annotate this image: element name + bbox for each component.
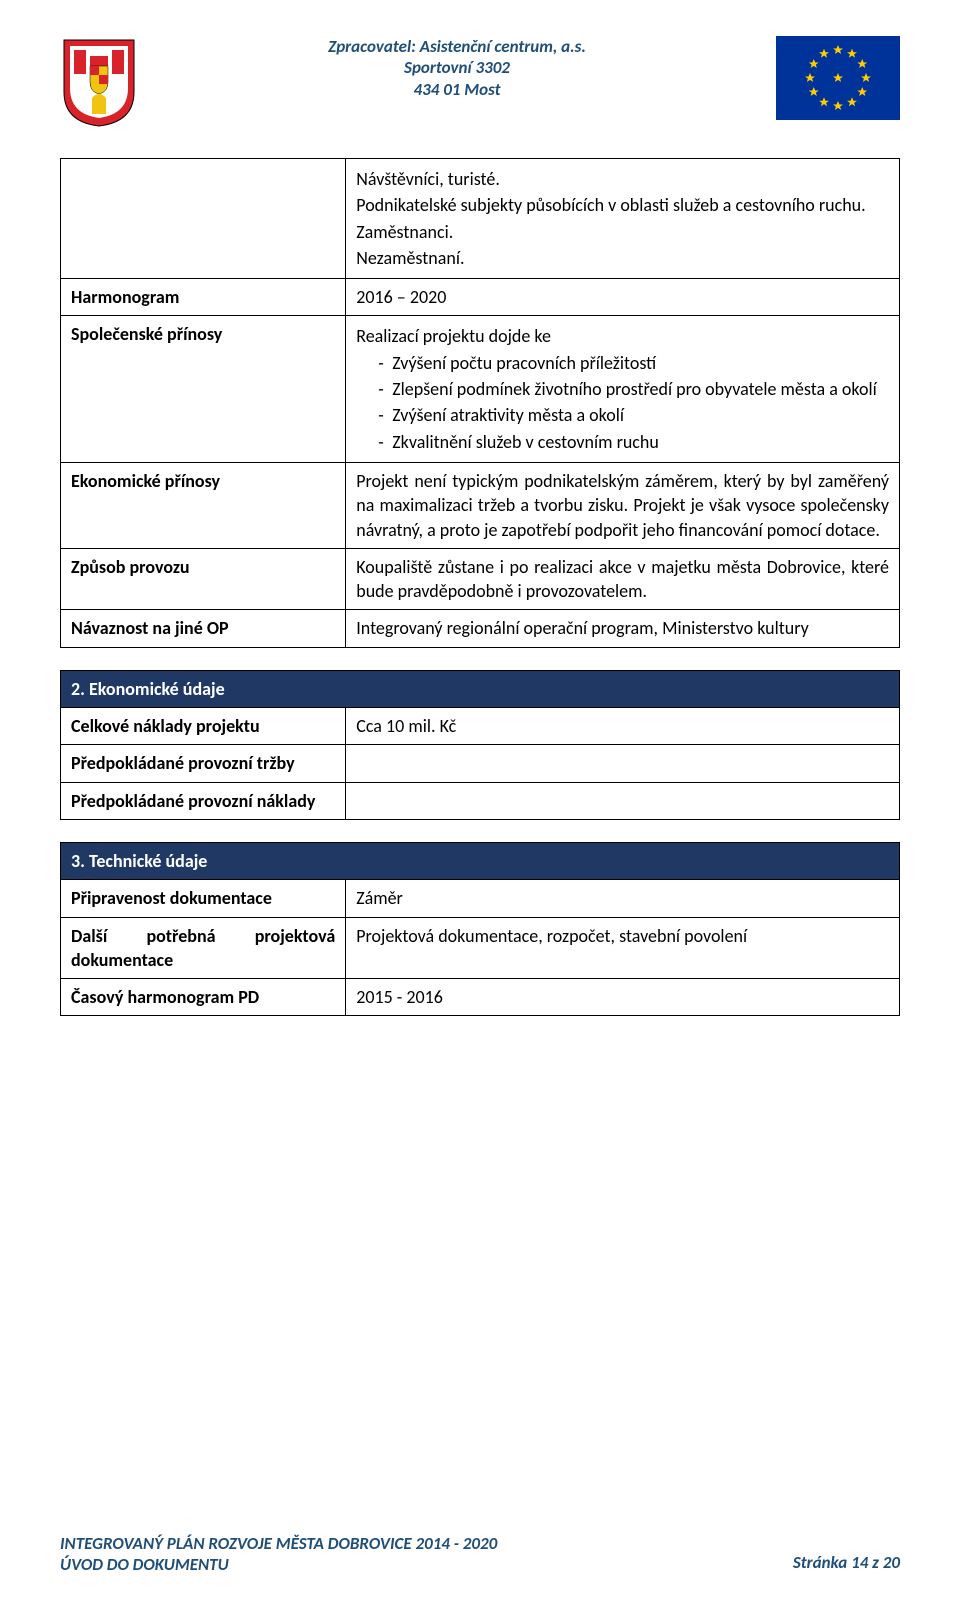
header-line1: Zpracovatel: Asistenční centrum, a.s. — [138, 36, 776, 57]
list-item: Zvýšení atraktivity města a okolí — [378, 403, 889, 427]
label-dalsi: Další potřebná projektová dokumentace — [61, 917, 346, 979]
value-naklady-total: Cca 10 mil. Kč — [346, 708, 900, 745]
table-row: Ekonomické přínosy Projekt není typickým… — [61, 462, 900, 548]
cell-label-empty — [61, 159, 346, 279]
section-title-technical: 3. Technické údaje — [61, 842, 900, 879]
header-line2: Sportovní 3302 — [138, 57, 776, 78]
label-harmonogram-pd: Časový harmonogram PD — [61, 979, 346, 1016]
eu-flag-icon — [776, 36, 900, 120]
section-header-row: 2. Ekonomické údaje — [61, 670, 900, 707]
footer-left: INTEGROVANÝ PLÁN ROZVOJE MĚSTA DOBROVICE… — [60, 1533, 497, 1576]
table-row: Návštěvníci, turisté. Podnikatelské subj… — [61, 159, 900, 279]
page: Zpracovatel: Asistenční centrum, a.s. Sp… — [0, 0, 960, 1615]
shield-icon — [60, 36, 138, 128]
list-item: Zvýšení počtu pracovních příležitostí — [378, 351, 889, 375]
section-title-economic: 2. Ekonomické údaje — [61, 670, 900, 707]
label-naklady-total: Celkové náklady projektu — [61, 708, 346, 745]
benefits-list: Zvýšení počtu pracovních příležitostí Zl… — [356, 351, 889, 454]
footer-page-number: Stránka 14 z 20 — [793, 1552, 900, 1575]
label-spolecenske: Společenské přínosy — [61, 316, 346, 462]
header-text-block: Zpracovatel: Asistenční centrum, a.s. Sp… — [138, 36, 776, 100]
value-dalsi: Projektová dokumentace, rozpočet, staveb… — [346, 917, 900, 979]
label-zpusob: Způsob provozu — [61, 548, 346, 610]
table-row: Harmonogram 2016 – 2020 — [61, 279, 900, 316]
value-harmonogram-pd: 2015 - 2016 — [346, 979, 900, 1016]
value-naklady-op — [346, 782, 900, 819]
table-economic: 2. Ekonomické údaje Celkové náklady proj… — [60, 670, 900, 820]
p-employees: Zaměstnanci. — [356, 220, 889, 244]
p-visitors: Návštěvníci, turisté. — [356, 167, 889, 191]
value-harmonogram: 2016 – 2020 — [346, 279, 900, 316]
label-naklady-op: Předpokládané provozní náklady — [61, 782, 346, 819]
cell-content-intro: Návštěvníci, turisté. Podnikatelské subj… — [346, 159, 900, 279]
table-row: Další potřebná projektová dokumentace Pr… — [61, 917, 900, 979]
section-header-row: 3. Technické údaje — [61, 842, 900, 879]
table-technical: 3. Technické údaje Připravenost dokument… — [60, 842, 900, 1016]
value-zpusob: Koupaliště zůstane i po realizaci akce v… — [346, 548, 900, 610]
table-row: Předpokládané provozní náklady — [61, 782, 900, 819]
coat-of-arms-logo — [60, 36, 138, 128]
table-row: Celkové náklady projektu Cca 10 mil. Kč — [61, 708, 900, 745]
table-row: Připravenost dokumentace Záměr — [61, 880, 900, 917]
page-header: Zpracovatel: Asistenční centrum, a.s. Sp… — [60, 36, 900, 128]
table-main: Návštěvníci, turisté. Podnikatelské subj… — [60, 158, 900, 648]
footer-subtitle: ÚVOD DO DOKUMENTU — [60, 1554, 497, 1575]
table-row: Návaznost na jiné OP Integrovaný regioná… — [61, 610, 900, 647]
label-navaznost: Návaznost na jiné OP — [61, 610, 346, 647]
list-item: Zkvalitnění služeb v cestovním ruchu — [378, 430, 889, 454]
value-trzby — [346, 745, 900, 782]
value-navaznost: Integrovaný regionální operační program,… — [346, 610, 900, 647]
eu-flag-logo — [776, 36, 900, 120]
value-pripravenost: Záměr — [346, 880, 900, 917]
p-unemployed: Nezaměstnaní. — [356, 246, 889, 270]
label-harmonogram: Harmonogram — [61, 279, 346, 316]
label-pripravenost: Připravenost dokumentace — [61, 880, 346, 917]
value-spolecenske: Realizací projektu dojde ke Zvýšení počt… — [346, 316, 900, 462]
table-row: Způsob provozu Koupaliště zůstane i po r… — [61, 548, 900, 610]
table-row: Společenské přínosy Realizací projektu d… — [61, 316, 900, 462]
footer-title: INTEGROVANÝ PLÁN ROZVOJE MĚSTA DOBROVICE… — [60, 1533, 497, 1554]
value-ekonomicke: Projekt není typickým podnikatelským zám… — [346, 462, 900, 548]
header-line3: 434 01 Most — [138, 79, 776, 100]
label-trzby: Předpokládané provozní tržby — [61, 745, 346, 782]
intro-realizaci: Realizací projektu dojde ke — [356, 324, 889, 348]
page-footer: INTEGROVANÝ PLÁN ROZVOJE MĚSTA DOBROVICE… — [60, 1533, 900, 1576]
list-item: Zlepšení podmínek životního prostředí pr… — [378, 377, 889, 401]
label-ekonomicke: Ekonomické přínosy — [61, 462, 346, 548]
p-business: Podnikatelské subjekty působících v obla… — [356, 193, 889, 217]
table-row: Časový harmonogram PD 2015 - 2016 — [61, 979, 900, 1016]
table-row: Předpokládané provozní tržby — [61, 745, 900, 782]
